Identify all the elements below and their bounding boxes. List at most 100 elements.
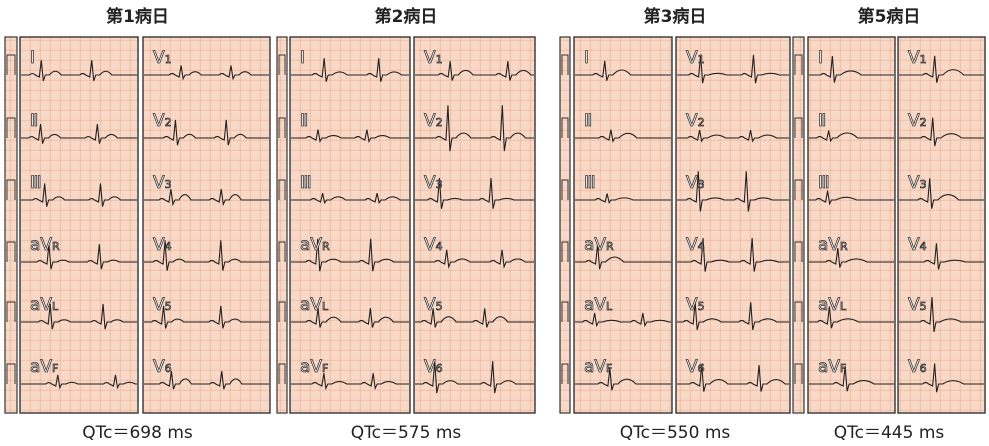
lead-label-sub: L [606, 300, 613, 313]
lead-label: aVF [30, 357, 58, 377]
lead-label-sub: R [840, 240, 848, 253]
ecg-trace [809, 248, 894, 268]
ecg-trace [291, 58, 409, 82]
ecg-trace [144, 305, 269, 329]
lead-label-base: Ⅰ [818, 48, 823, 68]
lead-label-sub: R [52, 240, 60, 253]
ecg-trace [677, 364, 789, 392]
lead-label-base: Ⅲ [584, 173, 596, 193]
qtc-label: QTc＝698 ms [82, 423, 193, 443]
ecg-trace [415, 361, 534, 394]
lead-label-base: aV [584, 235, 606, 255]
ecg-trace [899, 243, 984, 270]
lead-label-base: Ⅲ [818, 173, 830, 193]
lead-label: V4 [686, 235, 705, 255]
lead-label: aVL [584, 295, 613, 315]
lead-label: Ⅲ [818, 173, 830, 193]
lead-label: V6 [686, 357, 705, 377]
ecg-trace [899, 117, 984, 147]
lead-label: aVF [584, 357, 612, 377]
ecg-trace [575, 129, 671, 143]
lead-label-sub: 5 [698, 300, 705, 313]
lead-label-sub: R [322, 240, 330, 253]
lead-label: aVR [584, 235, 614, 255]
lead-label-sub: 4 [165, 240, 172, 253]
lead-label-base: Ⅱ [300, 111, 308, 131]
lead-label-sub: 4 [920, 240, 927, 253]
ecg-trace [291, 193, 409, 205]
ecg-trace [415, 177, 534, 209]
lead-label-sub: F [52, 362, 58, 375]
calibration-strip [792, 36, 805, 414]
ecg-trace [575, 244, 671, 270]
lead-label-base: Ⅲ [300, 173, 312, 193]
lead-label-base: aV [30, 357, 52, 377]
lead-label: V4 [153, 235, 172, 255]
ecg-trace [809, 56, 894, 83]
lead-label: V5 [908, 295, 927, 315]
lead-label: V2 [686, 111, 705, 131]
ecg-trace [291, 238, 409, 272]
lead-label-sub: 6 [698, 362, 705, 375]
ecg-trace [899, 55, 984, 83]
lead-label: V1 [424, 48, 443, 68]
lead-label-sub: 6 [920, 362, 927, 375]
panel-title: 第3病日 [644, 6, 707, 27]
lead-label-base: V [424, 357, 436, 377]
lead-label-sub: 1 [920, 53, 927, 66]
ecg-trace [677, 130, 789, 143]
lead-label-base: V [686, 48, 698, 68]
lead-label-sub: 2 [165, 116, 172, 129]
lead-label-base: V [908, 173, 920, 193]
chest-lead-box [413, 36, 536, 414]
lead-label-base: V [153, 295, 165, 315]
lead-label: Ⅲ [30, 173, 42, 193]
panel-title: 第1病日 [106, 6, 169, 27]
lead-label-base: aV [30, 235, 52, 255]
lead-label: Ⅰ [30, 48, 35, 68]
limb-lead-box [573, 36, 673, 414]
lead-label: V1 [686, 48, 705, 68]
lead-label: V5 [686, 295, 705, 315]
chest-lead-box [897, 36, 986, 414]
lead-label: Ⅲ [300, 173, 312, 193]
ecg-trace [144, 371, 269, 390]
lead-label-sub: 4 [436, 240, 443, 253]
ecg-trace [21, 374, 137, 390]
chest-lead-box [142, 36, 271, 414]
lead-label: V6 [908, 357, 927, 377]
calibration-pulse [278, 179, 286, 200]
lead-label-base: Ⅲ [30, 173, 42, 193]
calibration-strip [276, 36, 288, 414]
ecg-trace [677, 171, 789, 212]
ecg-trace [415, 105, 534, 152]
lead-label-base: V [686, 235, 698, 255]
panel-title: 第5病日 [858, 6, 921, 27]
calibration-pulse [6, 363, 16, 384]
ecg-trace [575, 193, 671, 204]
lead-label-base: aV [300, 295, 322, 315]
lead-label-base: V [686, 295, 698, 315]
lead-label: V2 [908, 111, 927, 131]
ecg-trace [291, 308, 409, 328]
lead-label: V6 [424, 357, 443, 377]
lead-label-sub: 1 [165, 53, 172, 66]
lead-label: aVF [300, 357, 328, 377]
lead-label-base: aV [818, 295, 840, 315]
lead-label-base: aV [584, 295, 606, 315]
ecg-trace [809, 190, 894, 206]
lead-label: aVR [818, 235, 848, 255]
lead-label-base: V [908, 111, 920, 131]
lead-label: Ⅱ [30, 111, 38, 131]
ecg-trace [291, 129, 409, 143]
lead-label-sub: 3 [165, 178, 172, 191]
qtc-label: QTc＝575 ms [351, 423, 462, 443]
ecg-trace [415, 308, 534, 328]
lead-label: aVF [818, 357, 846, 377]
ecg-trace [809, 366, 894, 392]
lead-label-base: V [424, 111, 436, 131]
calibration-pulse [6, 179, 16, 200]
ecg-trace [21, 244, 137, 270]
lead-label: Ⅱ [300, 111, 308, 131]
